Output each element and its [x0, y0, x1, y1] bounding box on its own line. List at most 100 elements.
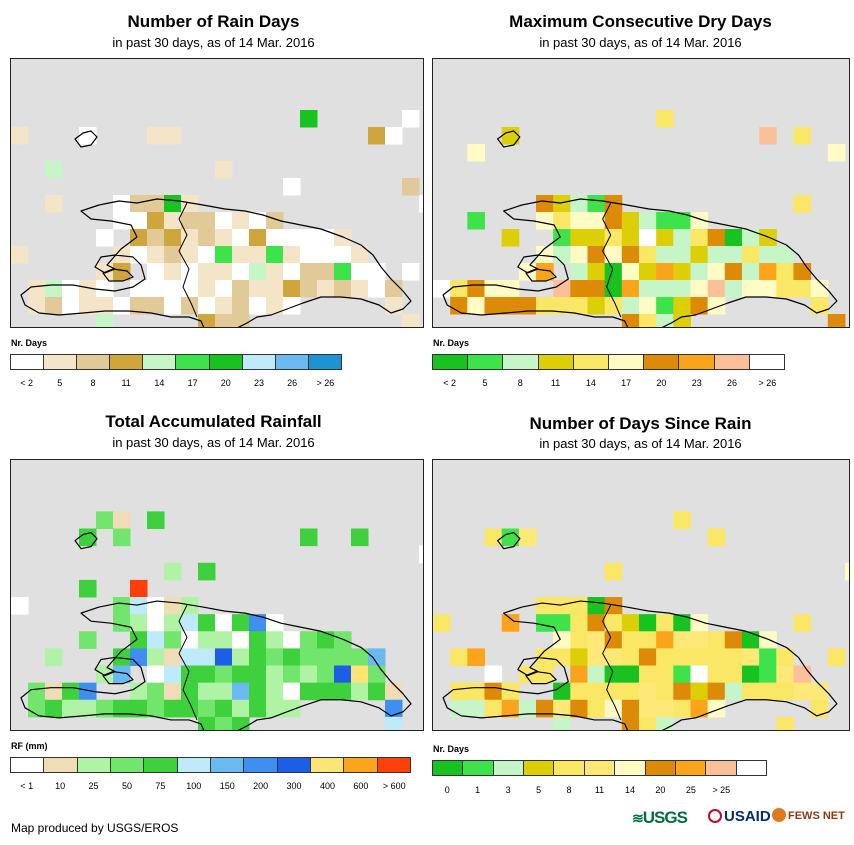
- map-cell: [266, 280, 284, 298]
- legend-swatch: [144, 758, 178, 772]
- map-cell: [621, 665, 640, 684]
- map-cell: [181, 246, 199, 264]
- legend-label: 23: [253, 378, 265, 388]
- map-cell: [164, 699, 182, 718]
- map-cell: [553, 229, 571, 247]
- map-cell: [130, 280, 148, 298]
- map-total-rainfall: [10, 459, 424, 731]
- map-cell: [450, 648, 468, 667]
- map-cell: [570, 297, 588, 315]
- map-cell: [707, 280, 726, 298]
- legend-label: 5: [482, 378, 488, 388]
- map-cell: [535, 297, 554, 315]
- map-cell: [79, 682, 97, 701]
- map-cell: [147, 648, 165, 667]
- map-grid-cells: [11, 511, 423, 730]
- map-cell: [570, 665, 588, 684]
- panel-subtitle: in past 30 days, as of 14 Mar. 2016: [539, 436, 742, 451]
- map-cell: [147, 511, 165, 530]
- map-cell: [113, 597, 131, 615]
- map-cell: [113, 528, 131, 547]
- legend-label: 8: [90, 378, 96, 388]
- map-cell: [164, 280, 182, 298]
- legend-swatch: [244, 758, 278, 772]
- legend-label: 25: [685, 785, 696, 795]
- map-cell: [621, 648, 640, 667]
- map-canvas: [433, 110, 846, 327]
- map-canvas: [11, 511, 423, 730]
- map-cell: [656, 280, 674, 298]
- map-cell: [266, 297, 284, 315]
- map-cell: [300, 682, 318, 701]
- map-cell: [147, 246, 165, 264]
- map-cell: [266, 665, 284, 684]
- map-cell: [334, 229, 352, 247]
- map-cell: [707, 246, 726, 264]
- map-cell: [368, 665, 386, 684]
- map-cell: [570, 229, 588, 247]
- island-outline: [102, 670, 134, 685]
- map-cell: [484, 665, 503, 684]
- legend-label: 14: [624, 785, 635, 795]
- map-cell: [164, 648, 182, 667]
- map-cell: [759, 665, 777, 684]
- usaid-seal-icon: [708, 809, 722, 823]
- map-cell: [79, 280, 97, 298]
- legend-label: 5: [536, 785, 542, 795]
- map-cell: [621, 682, 640, 701]
- legend-swatch: [11, 355, 45, 369]
- legend-unit-label: RF (mm): [11, 741, 48, 751]
- legend-label: 11: [594, 785, 605, 795]
- map-cell: [232, 631, 250, 649]
- legend-label: > 26: [316, 378, 335, 388]
- map-cell: [724, 682, 743, 701]
- map-cell: [776, 648, 794, 667]
- map-cell: [130, 597, 148, 615]
- map-cell: [553, 682, 571, 701]
- map-cell: [45, 648, 63, 667]
- legend-label: 20: [656, 378, 667, 388]
- map-cell: [621, 614, 640, 632]
- map-cell: [570, 597, 588, 615]
- map-cell: [130, 212, 148, 230]
- map-cell: [164, 127, 182, 145]
- map-cell: [724, 229, 743, 247]
- map-cell: [673, 631, 691, 649]
- map-cell: [402, 314, 420, 327]
- map-cell: [741, 665, 760, 684]
- map-cell: [164, 263, 182, 281]
- panel-title: Number of Rain Days: [127, 12, 300, 31]
- map-cell: [587, 246, 606, 264]
- map-cell: [724, 648, 743, 667]
- map-cell: [518, 699, 537, 718]
- map-cell: [501, 614, 520, 632]
- map-cell: [621, 212, 640, 230]
- map-cell: [793, 263, 812, 281]
- map-cell: [707, 263, 726, 281]
- map-cell: [570, 246, 588, 264]
- map-cell: [759, 127, 777, 145]
- map-cell: [621, 280, 640, 298]
- map-cell: [570, 280, 588, 298]
- map-cell: [79, 579, 97, 598]
- map-cell: [724, 263, 743, 281]
- map-cell: [147, 229, 165, 247]
- map-cell: [741, 280, 760, 298]
- map-cell: [215, 716, 233, 730]
- map-cell: [317, 682, 335, 701]
- map-cell: [553, 631, 571, 649]
- map-cell: [283, 631, 301, 649]
- legend-label: 400: [319, 781, 335, 791]
- legend-swatch: [615, 761, 646, 775]
- map-cell: [215, 314, 233, 327]
- map-cell: [553, 699, 571, 718]
- map-cell: [467, 212, 485, 230]
- map-cell: [249, 297, 267, 315]
- legend-unit-label: Nr. Days: [11, 338, 48, 348]
- map-cell: [587, 297, 606, 315]
- map-cell: [587, 631, 606, 649]
- map-cell: [334, 682, 352, 701]
- map-cell: [164, 297, 182, 315]
- map-cell: [638, 314, 657, 327]
- map-cell: [215, 263, 233, 281]
